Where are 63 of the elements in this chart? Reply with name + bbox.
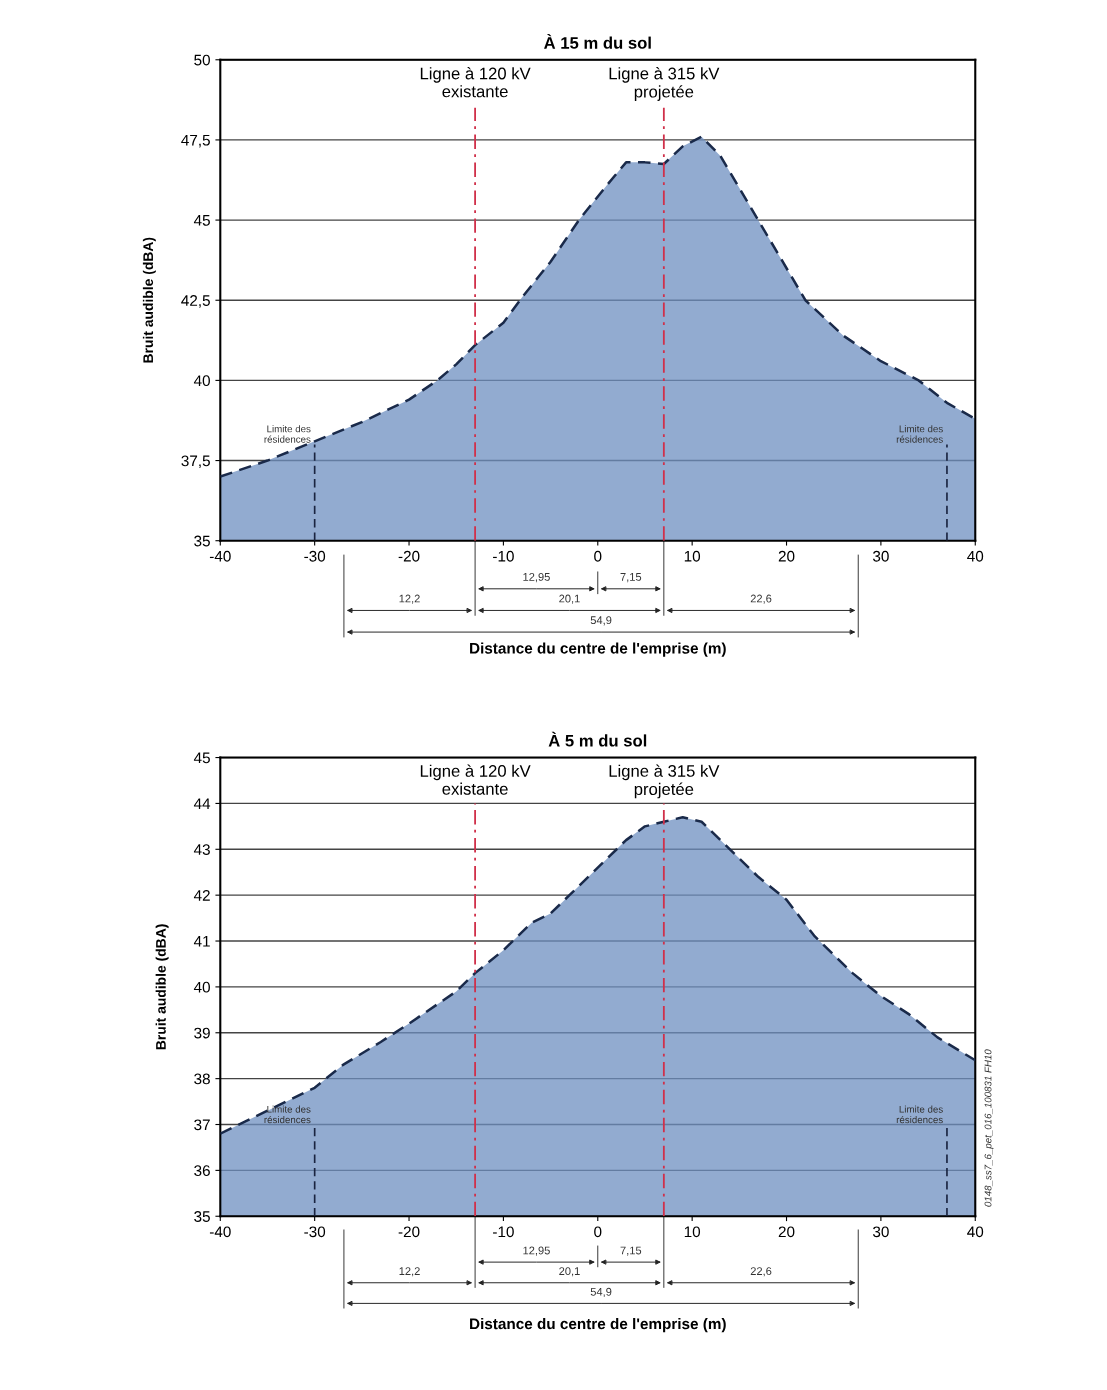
ref-line-label: Ligne à 315 kV projetée	[609, 66, 720, 101]
y-tick-label: 36	[194, 1165, 210, 1177]
x-tick-label: -10	[493, 550, 514, 562]
y-axis-title: Bruit audible (dBA)	[142, 237, 156, 363]
text: 0148_ss7_6_pet_016_100831 FH10	[984, 1049, 994, 1207]
text: 54,9	[590, 1287, 612, 1298]
x-tick-label: 40	[967, 550, 984, 562]
x-tick-label: -10	[493, 1226, 514, 1238]
ref-line-label: Ligne à 120 kV existante	[420, 66, 531, 98]
ref-line-label: Limite des résidences	[896, 1105, 943, 1124]
x-tick-label: 20	[778, 550, 795, 562]
x-axis-title: Distance du centre de l'emprise (m)	[470, 1317, 726, 1333]
x-tick-label: 10	[684, 550, 701, 562]
text: 7,15	[620, 1246, 642, 1256]
y-tick-label: 35	[194, 1211, 210, 1222]
x-tick-label: 10	[684, 1226, 701, 1238]
text: 12,2	[399, 1267, 420, 1277]
ref-line-label: Ligne à 120 kV existante	[420, 764, 531, 795]
chart-title: À 5 m du sol	[548, 731, 647, 747]
x-tick-label: 20	[778, 1226, 795, 1238]
ref-line-label: Limite des résidences	[896, 425, 943, 443]
y-tick-label: 47,5	[181, 134, 210, 148]
chart-title: À 15 m du sol	[544, 33, 651, 49]
y-tick-label: 42	[193, 890, 210, 901]
x-tick-label: 0	[594, 550, 602, 562]
y-tick-label: 43	[193, 844, 210, 855]
y-tick-label: 39	[194, 1027, 210, 1039]
y-tick-label: 37,5	[181, 455, 210, 469]
x-tick-label: 30	[872, 1226, 889, 1238]
text: 7,15	[620, 573, 642, 583]
y-tick-label: 45	[193, 752, 210, 764]
y-tick-label: 44	[193, 798, 211, 809]
x-tick-label: -40	[209, 1226, 231, 1238]
x-tick-label: -30	[304, 1226, 326, 1238]
y-tick-label: 42,5	[181, 295, 210, 308]
text: 22,6	[750, 594, 772, 604]
y-tick-label: 41	[193, 936, 210, 947]
ref-line-label: Ligne à 315 kV projetée	[609, 764, 720, 799]
text: 12,2	[399, 594, 420, 604]
x-tick-label: -20	[398, 550, 420, 562]
y-tick-label: 50	[194, 54, 210, 66]
x-tick-label: -20	[398, 1226, 420, 1238]
text: 20,1	[559, 1267, 580, 1277]
x-tick-label: -30	[304, 550, 326, 562]
y-tick-label: 35	[194, 535, 210, 547]
y-axis-title: Bruit audible (dBA)	[155, 924, 169, 1050]
x-tick-label: 40	[967, 1226, 984, 1238]
ref-line-label: Limite des résidences	[264, 425, 311, 443]
text: 54,9	[590, 616, 612, 626]
text: 22,6	[750, 1267, 772, 1277]
x-tick-label: 0	[594, 1226, 602, 1238]
x-tick-label: 30	[872, 550, 889, 562]
y-tick-label: 40	[193, 981, 210, 993]
text: 12,95	[523, 1246, 550, 1256]
ref-line-label: Limite des résidences	[264, 1105, 311, 1124]
x-axis-title: Distance du centre de l'emprise (m)	[470, 642, 726, 657]
text: 20,1	[559, 594, 580, 604]
y-tick-label: 45	[193, 215, 210, 226]
y-tick-label: 40	[193, 375, 210, 387]
text: 12,95	[523, 572, 550, 583]
y-tick-label: 37	[194, 1119, 210, 1131]
y-tick-label: 38	[194, 1073, 210, 1085]
x-tick-label: -40	[209, 550, 231, 562]
